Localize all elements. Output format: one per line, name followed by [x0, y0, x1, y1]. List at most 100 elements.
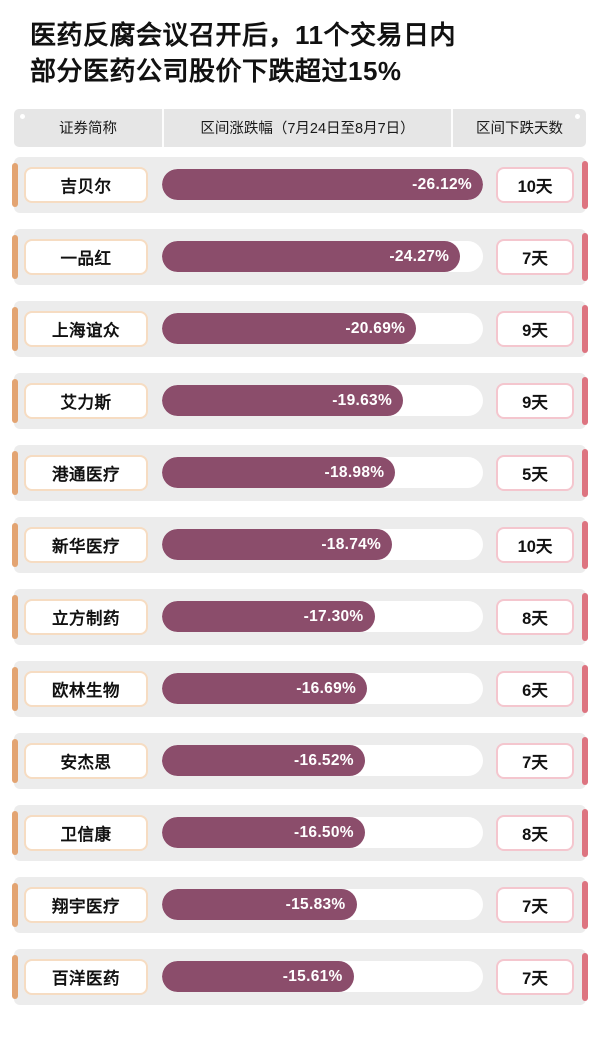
bar-track: -20.69%	[162, 313, 483, 345]
bar-fill: -15.61%	[162, 961, 354, 993]
row-accent-right	[582, 160, 588, 209]
table-row: 艾力斯 -19.63% 9天	[12, 372, 588, 429]
bar-track: -19.63%	[162, 385, 483, 417]
bar-fill: -24.27%	[162, 241, 461, 273]
security-name-pill: 欧林生物	[24, 670, 148, 707]
bar-track: -18.98%	[162, 457, 483, 489]
row-accent-right	[582, 664, 588, 713]
row-accent-left	[12, 378, 18, 423]
row-accent-right	[582, 448, 588, 497]
row-accent-left	[12, 666, 18, 711]
security-name-pill: 安杰思	[24, 742, 148, 779]
bar-value-label: -20.69%	[345, 319, 406, 337]
row-accent-left	[12, 306, 18, 351]
bar-fill: -17.30%	[162, 601, 375, 633]
row-accent-right	[582, 304, 588, 353]
bar-fill: -16.52%	[162, 745, 365, 777]
row-accent-right	[582, 808, 588, 857]
bar-value-label: -15.83%	[285, 895, 346, 913]
down-days-pill: 6天	[496, 670, 574, 707]
header-cell-range: 区间涨跌幅（7月24日至8月7日）	[162, 108, 453, 147]
table-row: 百洋医药 -15.61% 7天	[12, 948, 588, 1005]
bar-value-label: -15.61%	[282, 967, 343, 985]
title-line-1: 医药反腐会议召开后，11个交易日内	[30, 20, 456, 50]
down-days-pill: 8天	[496, 814, 574, 851]
bar-value-label: -19.63%	[332, 391, 393, 409]
row-accent-right	[582, 376, 588, 425]
bar-value-label: -16.69%	[296, 679, 357, 697]
header-dot-right-icon	[575, 113, 580, 119]
bar-value-label: -16.52%	[294, 751, 354, 769]
row-accent-left	[12, 594, 18, 639]
bar-track: -15.61%	[162, 961, 483, 993]
row-accent-left	[12, 522, 18, 567]
row-accent-right	[582, 592, 588, 641]
bar-value-label: -26.12%	[412, 175, 472, 193]
row-accent-left	[12, 954, 18, 999]
security-name-pill: 新华医疗	[24, 526, 148, 563]
bar-fill: -16.50%	[162, 817, 365, 849]
bar-value-label: -18.74%	[321, 535, 382, 553]
security-name-pill: 翔宇医疗	[24, 886, 148, 923]
bar-track: -16.50%	[162, 817, 483, 849]
bar-fill: -20.69%	[162, 313, 417, 345]
security-name-pill: 百洋医药	[24, 958, 148, 995]
table-header: 证券简称 区间涨跌幅（7月24日至8月7日） 区间下跌天数	[14, 108, 586, 147]
header-dot-left-icon	[20, 113, 25, 119]
bar-track: -16.52%	[162, 745, 483, 777]
table-row: 安杰思 -16.52% 7天	[12, 732, 588, 789]
bar-fill: -16.69%	[162, 673, 368, 705]
down-days-pill: 7天	[496, 958, 574, 995]
down-days-pill: 9天	[496, 310, 574, 347]
bar-value-label: -24.27%	[389, 247, 450, 265]
row-accent-left	[12, 882, 18, 927]
bar-value-label: -16.50%	[294, 823, 354, 841]
down-days-pill: 8天	[496, 598, 574, 635]
security-name-pill: 港通医疗	[24, 454, 148, 491]
row-accent-right	[582, 520, 588, 569]
security-name-pill: 艾力斯	[24, 382, 148, 419]
down-days-pill: 7天	[496, 742, 574, 779]
header-cell-days: 区间下跌天数	[476, 121, 563, 138]
table-row: 新华医疗 -18.74% 10天	[12, 516, 588, 573]
bar-track: -15.83%	[162, 889, 483, 921]
bar-value-label: -17.30%	[303, 607, 364, 625]
bar-track: -16.69%	[162, 673, 483, 705]
row-accent-left	[12, 738, 18, 783]
down-days-pill: 10天	[496, 526, 574, 563]
bar-track: -18.74%	[162, 529, 483, 561]
security-name-pill: 吉贝尔	[24, 166, 148, 203]
security-name-pill: 立方制药	[24, 598, 148, 635]
row-accent-right	[582, 232, 588, 281]
bar-track: -17.30%	[162, 601, 483, 633]
table-row: 欧林生物 -16.69% 6天	[12, 660, 588, 717]
bar-track: -24.27%	[162, 241, 483, 273]
table-rows: 吉贝尔 -26.12% 10天 一品红 -24.27% 7天 上海谊众 -20.69% 9天 艾力…	[12, 156, 588, 1005]
security-name-pill: 上海谊众	[24, 310, 148, 347]
table-row: 一品红 -24.27% 7天	[12, 228, 588, 285]
header-cell-name: 证券简称	[59, 121, 117, 138]
down-days-pill: 10天	[496, 166, 574, 203]
bar-fill: -26.12%	[162, 169, 483, 201]
bar-fill: -15.83%	[162, 889, 357, 921]
bar-track: -26.12%	[162, 169, 483, 201]
table-row: 上海谊众 -20.69% 9天	[12, 300, 588, 357]
title-line-2: 部分医药公司股价下跌超过15%	[30, 55, 402, 86]
bar-fill: -18.74%	[162, 529, 393, 561]
bar-fill: -18.98%	[162, 457, 396, 489]
row-accent-left	[12, 234, 18, 279]
row-accent-right	[582, 880, 588, 929]
down-days-pill: 7天	[496, 238, 574, 275]
table-row: 翔宇医疗 -15.83% 7天	[12, 876, 588, 933]
security-name-pill: 一品红	[24, 238, 148, 275]
table-row: 港通医疗 -18.98% 5天	[12, 444, 588, 501]
table-row: 吉贝尔 -26.12% 10天	[12, 156, 588, 213]
bar-fill: -19.63%	[162, 385, 404, 417]
table-row: 卫信康 -16.50% 8天	[12, 804, 588, 861]
down-days-pill: 9天	[496, 382, 574, 419]
row-accent-left	[12, 810, 18, 855]
row-accent-right	[582, 952, 588, 1001]
row-accent-left	[12, 450, 18, 495]
bar-value-label: -18.98%	[324, 463, 385, 481]
